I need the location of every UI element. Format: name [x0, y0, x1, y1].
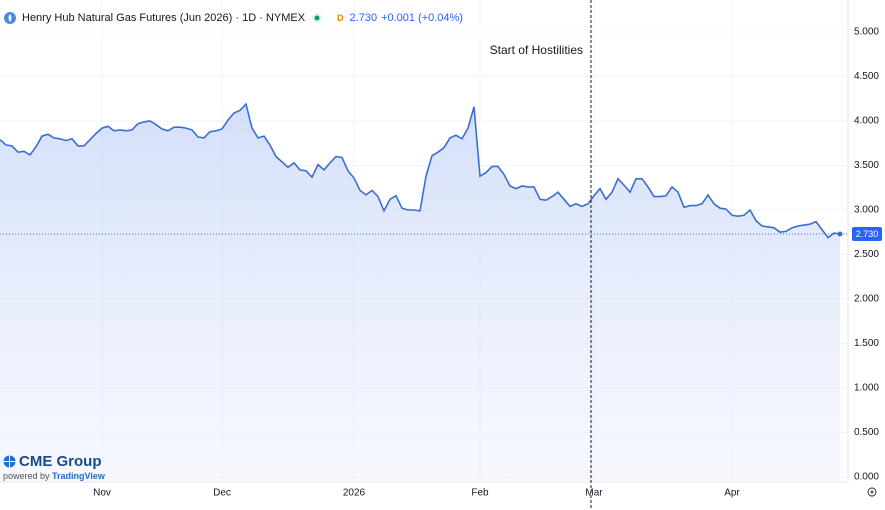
- x-tick-label: 2026: [343, 488, 366, 499]
- x-tick-label: Dec: [213, 488, 231, 499]
- logo-globe: [3, 455, 16, 468]
- last-price: 2.730: [349, 12, 378, 24]
- y-tick-label: 3.000: [854, 205, 879, 216]
- y-tick-label: 2.500: [854, 249, 879, 260]
- legend-header: Henry Hub Natural Gas Futures (Jun 2026)…: [4, 12, 463, 24]
- change: +0.001: [381, 12, 416, 24]
- status-dots: [312, 13, 323, 23]
- event-label: Start of Hostilities: [490, 43, 583, 57]
- y-tick-label: 1.500: [854, 338, 879, 349]
- interval-badge: D: [337, 13, 344, 23]
- logo-brand: CME Group: [19, 453, 102, 470]
- y-tick-label: 0.000: [854, 472, 879, 483]
- y-tick-label: 5.000: [854, 27, 879, 38]
- x-tick-label: Nov: [93, 488, 111, 499]
- area: [0, 104, 840, 482]
- logo-provider: TradingView: [52, 471, 105, 481]
- price-tag: [852, 227, 882, 242]
- y-tick-label: 1.000: [854, 383, 879, 394]
- y-tick-label: 2.000: [854, 294, 879, 305]
- y-tick-label: 4.500: [854, 71, 879, 82]
- change-percent: (+0.04%): [418, 12, 463, 24]
- settings-icon[interactable]: [867, 487, 877, 497]
- price-tag-label: 2.730: [856, 229, 879, 239]
- y-tick-label: 4.000: [854, 116, 879, 127]
- logo: CME Group powered by TradingView: [3, 453, 105, 481]
- y-tick-label: 3.500: [854, 160, 879, 171]
- y-tick-label: 0.500: [854, 427, 879, 438]
- x-tick-label: Mar: [585, 488, 603, 499]
- x-tick-label: Feb: [471, 488, 489, 499]
- price-line: [0, 102, 841, 239]
- logo-powered: powered by: [3, 471, 50, 481]
- x-tick-label: Apr: [724, 488, 740, 499]
- symbol-icon: [4, 12, 16, 24]
- symbol-title: Henry Hub Natural Gas Futures (Jun 2026)…: [22, 12, 306, 24]
